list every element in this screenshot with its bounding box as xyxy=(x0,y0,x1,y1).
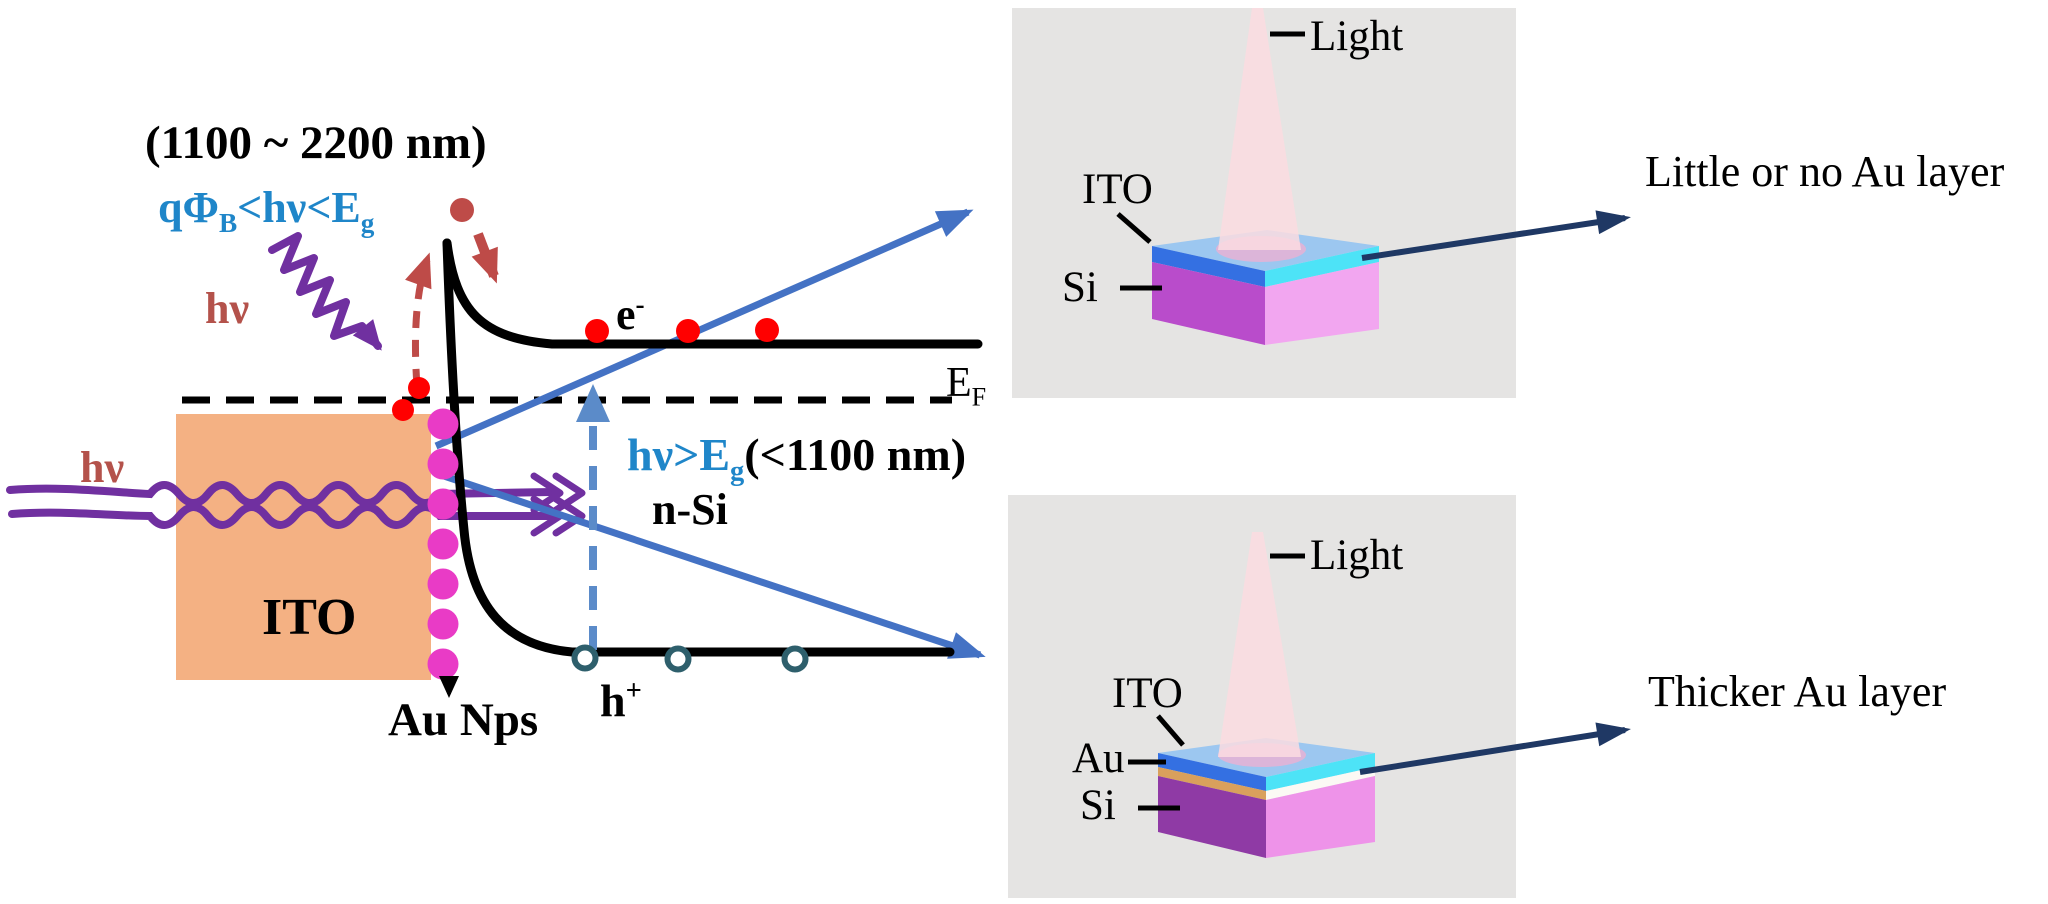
ito-block xyxy=(176,414,431,680)
top-light-label: Light xyxy=(1310,13,1404,60)
bottom-device-si-right-face xyxy=(1266,776,1375,858)
conduction-band-curve xyxy=(442,238,983,349)
bottom-device-ito-left-face xyxy=(1158,753,1266,791)
bottom-ito-label: ITO xyxy=(1112,670,1183,717)
top-si-label: Si xyxy=(1062,264,1098,311)
photon-wave-1 xyxy=(6,481,556,507)
hole-circles xyxy=(571,644,809,673)
conduction-electron-3 xyxy=(755,318,779,342)
bottom-ito-leader-line xyxy=(1156,714,1185,747)
photon-label-left: hν xyxy=(80,443,125,492)
bottom-device-light-cone xyxy=(1218,532,1301,757)
valence-band-curve xyxy=(442,238,955,657)
bottom-au-label: Au xyxy=(1072,735,1125,782)
top-device-si-left-face xyxy=(1152,262,1265,345)
bottom-si-label: Si xyxy=(1080,782,1116,829)
bottom-device-si-left-face xyxy=(1158,776,1266,858)
wavelength-range-title: (1100 ~ 2200 nm) xyxy=(145,117,487,169)
hole-label: h+ xyxy=(600,675,642,726)
connector-to-bottom-device xyxy=(436,470,986,659)
bottom-annotation-text: Thicker Au layer xyxy=(1648,667,1947,716)
fermi-level-label: EF xyxy=(946,360,987,412)
bottom-device-ito-right-face xyxy=(1266,753,1375,791)
au-nps-label: Au Nps xyxy=(388,694,539,746)
hot-electron-dot xyxy=(450,198,474,222)
top-device-si-right-face xyxy=(1265,262,1379,345)
top-annotation-arrow xyxy=(1361,210,1631,261)
bottom-device-au-left-face xyxy=(1158,767,1266,800)
bottom-light-label: Light xyxy=(1310,532,1404,579)
top-ito-leader-line xyxy=(1116,212,1152,244)
electron-at-np-1 xyxy=(408,377,430,399)
ito-block-label: ITO xyxy=(262,589,357,646)
electron-at-np-2 xyxy=(392,399,414,421)
top-device-ito-right-face xyxy=(1265,246,1379,287)
bottom-device-au-right-face xyxy=(1266,767,1375,800)
connector-to-top-device xyxy=(434,208,974,450)
conduction-electron-1 xyxy=(585,319,609,343)
electron-label: e- xyxy=(616,289,645,339)
top-ito-label: ITO xyxy=(1082,166,1153,213)
top-device-ito-left-face xyxy=(1152,246,1265,287)
n-si-label: n-Si xyxy=(652,485,728,534)
top-device-light-cone xyxy=(1218,8,1301,250)
conduction-electron-2 xyxy=(676,319,700,343)
top-annotation-text: Little or no Au layer xyxy=(1645,147,2005,196)
hot-electron-condition: qΦB<hν<Eg xyxy=(158,183,375,238)
hot-electron-excitation-arrow xyxy=(405,252,432,387)
photon-squiggle-arrow xyxy=(268,232,382,351)
photon-wave-2 xyxy=(8,503,556,529)
hot-electron-injection-arrow xyxy=(471,232,499,284)
photon-label-top: hν xyxy=(205,284,250,333)
au-nanoparticle-dots xyxy=(427,408,459,680)
bandgap-condition: hν>Eg(<1100 nm) xyxy=(627,429,967,488)
bottom-annotation-arrow xyxy=(1359,722,1631,775)
